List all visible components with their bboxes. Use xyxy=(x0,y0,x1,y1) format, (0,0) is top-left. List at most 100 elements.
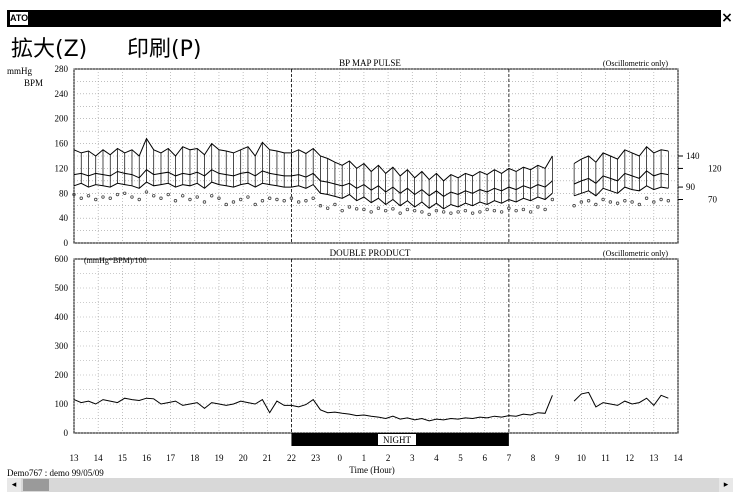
x-tick-label: 17 xyxy=(166,453,176,463)
pulse-point xyxy=(449,211,453,215)
series-line-2 xyxy=(73,181,553,210)
pulse-point xyxy=(543,207,547,212)
pulse-point xyxy=(405,207,410,212)
pulse-point xyxy=(253,202,257,207)
pulse-point xyxy=(594,202,598,207)
x-tick-label: 6 xyxy=(482,453,487,463)
pulse-point xyxy=(485,207,489,212)
y-axis-label: (mmHg*BPM)/100 xyxy=(84,256,147,265)
pulse-point xyxy=(289,196,294,200)
scroll-left-arrow-icon[interactable]: ◂ xyxy=(7,478,21,492)
chart-title: DOUBLE PRODUCT xyxy=(330,248,411,258)
pulse-point xyxy=(572,204,576,208)
pulse-point xyxy=(296,200,301,204)
pulse-point xyxy=(202,200,207,204)
x-tick-label: 11 xyxy=(601,453,610,463)
chart-title: BP MAP PULSE xyxy=(339,58,401,68)
chart-note: (Oscillometric only) xyxy=(603,249,668,258)
menu-print[interactable]: 印刷(P) xyxy=(127,37,202,62)
chart-note: (Oscillometric only) xyxy=(603,59,668,68)
x-tick-label: 14 xyxy=(94,453,104,463)
x-axis-label: Time (Hour) xyxy=(349,465,394,475)
x-tick-label: 14 xyxy=(674,453,684,463)
x-tick-label: 2 xyxy=(386,453,391,463)
pulse-point xyxy=(94,197,98,202)
pulse-point xyxy=(137,197,141,202)
y-axis-label-2: BPM xyxy=(24,78,43,88)
y-tick-label: 120 xyxy=(55,163,69,173)
pulse-point xyxy=(144,190,149,194)
x-tick-label: 3 xyxy=(410,453,415,463)
x-tick-label: 19 xyxy=(214,453,224,463)
series-line-0 xyxy=(73,395,553,422)
pulse-point xyxy=(579,200,584,204)
x-tick-label: 13 xyxy=(70,453,80,463)
y-axis-label: mmHg xyxy=(7,66,33,76)
pulse-point xyxy=(318,204,323,208)
pulse-point xyxy=(383,208,388,213)
night-label: NIGHT xyxy=(383,435,411,445)
pulse-point xyxy=(630,200,634,204)
y-tick-label: 200 xyxy=(55,114,69,124)
pulse-point xyxy=(159,196,163,200)
x-tick-label: 8 xyxy=(531,453,536,463)
pulse-point xyxy=(246,195,250,199)
pulse-point xyxy=(195,195,199,199)
x-tick-label: 22 xyxy=(287,453,296,463)
scrollbar-thumb[interactable] xyxy=(23,479,49,491)
pulse-point xyxy=(659,197,663,202)
pulse-point xyxy=(528,210,533,214)
x-tick-label: 1 xyxy=(362,453,367,463)
x-tick-label: 12 xyxy=(625,453,634,463)
x-tick-label: 7 xyxy=(507,453,512,463)
pulse-point xyxy=(608,200,613,204)
pulse-point xyxy=(115,192,120,197)
pulse-point xyxy=(210,194,214,198)
pulse-point xyxy=(514,208,518,213)
close-button[interactable]: × xyxy=(721,10,733,27)
pulse-point xyxy=(550,197,555,202)
pulse-point xyxy=(231,200,236,204)
menu-zoom[interactable]: 拡大(Z) xyxy=(11,37,88,62)
pulse-point xyxy=(108,196,112,200)
pulse-point xyxy=(181,194,185,198)
pulse-point xyxy=(340,208,344,213)
pulse-point xyxy=(666,199,671,203)
x-tick-label: 0 xyxy=(338,453,343,463)
pulse-point xyxy=(72,192,76,197)
y-tick-label: 400 xyxy=(55,312,69,322)
x-tick-label: 5 xyxy=(458,453,463,463)
x-tick-label: 20 xyxy=(239,453,249,463)
menu-bar: 拡大(Z) 印刷(P) xyxy=(7,27,733,62)
pulse-point xyxy=(521,207,526,212)
pulse-point xyxy=(463,208,468,213)
pulse-point xyxy=(311,196,315,200)
x-tick-label: 15 xyxy=(118,453,128,463)
pulse-point xyxy=(470,211,475,215)
series-line-2 xyxy=(573,185,669,197)
pulse-point xyxy=(362,207,366,212)
pulse-point xyxy=(507,206,511,210)
pulse-point xyxy=(434,208,439,213)
pulse-point xyxy=(376,206,381,210)
pulse-point xyxy=(420,210,424,214)
pulse-point xyxy=(239,197,243,202)
pulse-point xyxy=(478,210,482,214)
horizontal-scrollbar[interactable]: ◂ ▸ xyxy=(7,478,733,492)
pulse-point xyxy=(188,197,192,202)
pulse-point xyxy=(130,195,134,199)
pulse-point xyxy=(282,199,286,203)
pulse-point xyxy=(427,212,431,217)
pulse-point xyxy=(267,196,272,200)
pulse-point xyxy=(601,197,605,202)
pulse-point xyxy=(101,195,105,199)
y-tick-label: 280 xyxy=(55,64,69,74)
record-label: Demo767 : demo 99/05/09 xyxy=(7,468,104,478)
app-icon[interactable]: ATO xyxy=(10,12,29,25)
pulse-point xyxy=(217,196,221,200)
pulse-point xyxy=(637,202,642,207)
y-tick-label: 300 xyxy=(55,341,69,351)
x-tick-label: 10 xyxy=(577,453,587,463)
title-bar: ATO × xyxy=(7,10,733,27)
scroll-right-arrow-icon[interactable]: ▸ xyxy=(719,478,733,492)
